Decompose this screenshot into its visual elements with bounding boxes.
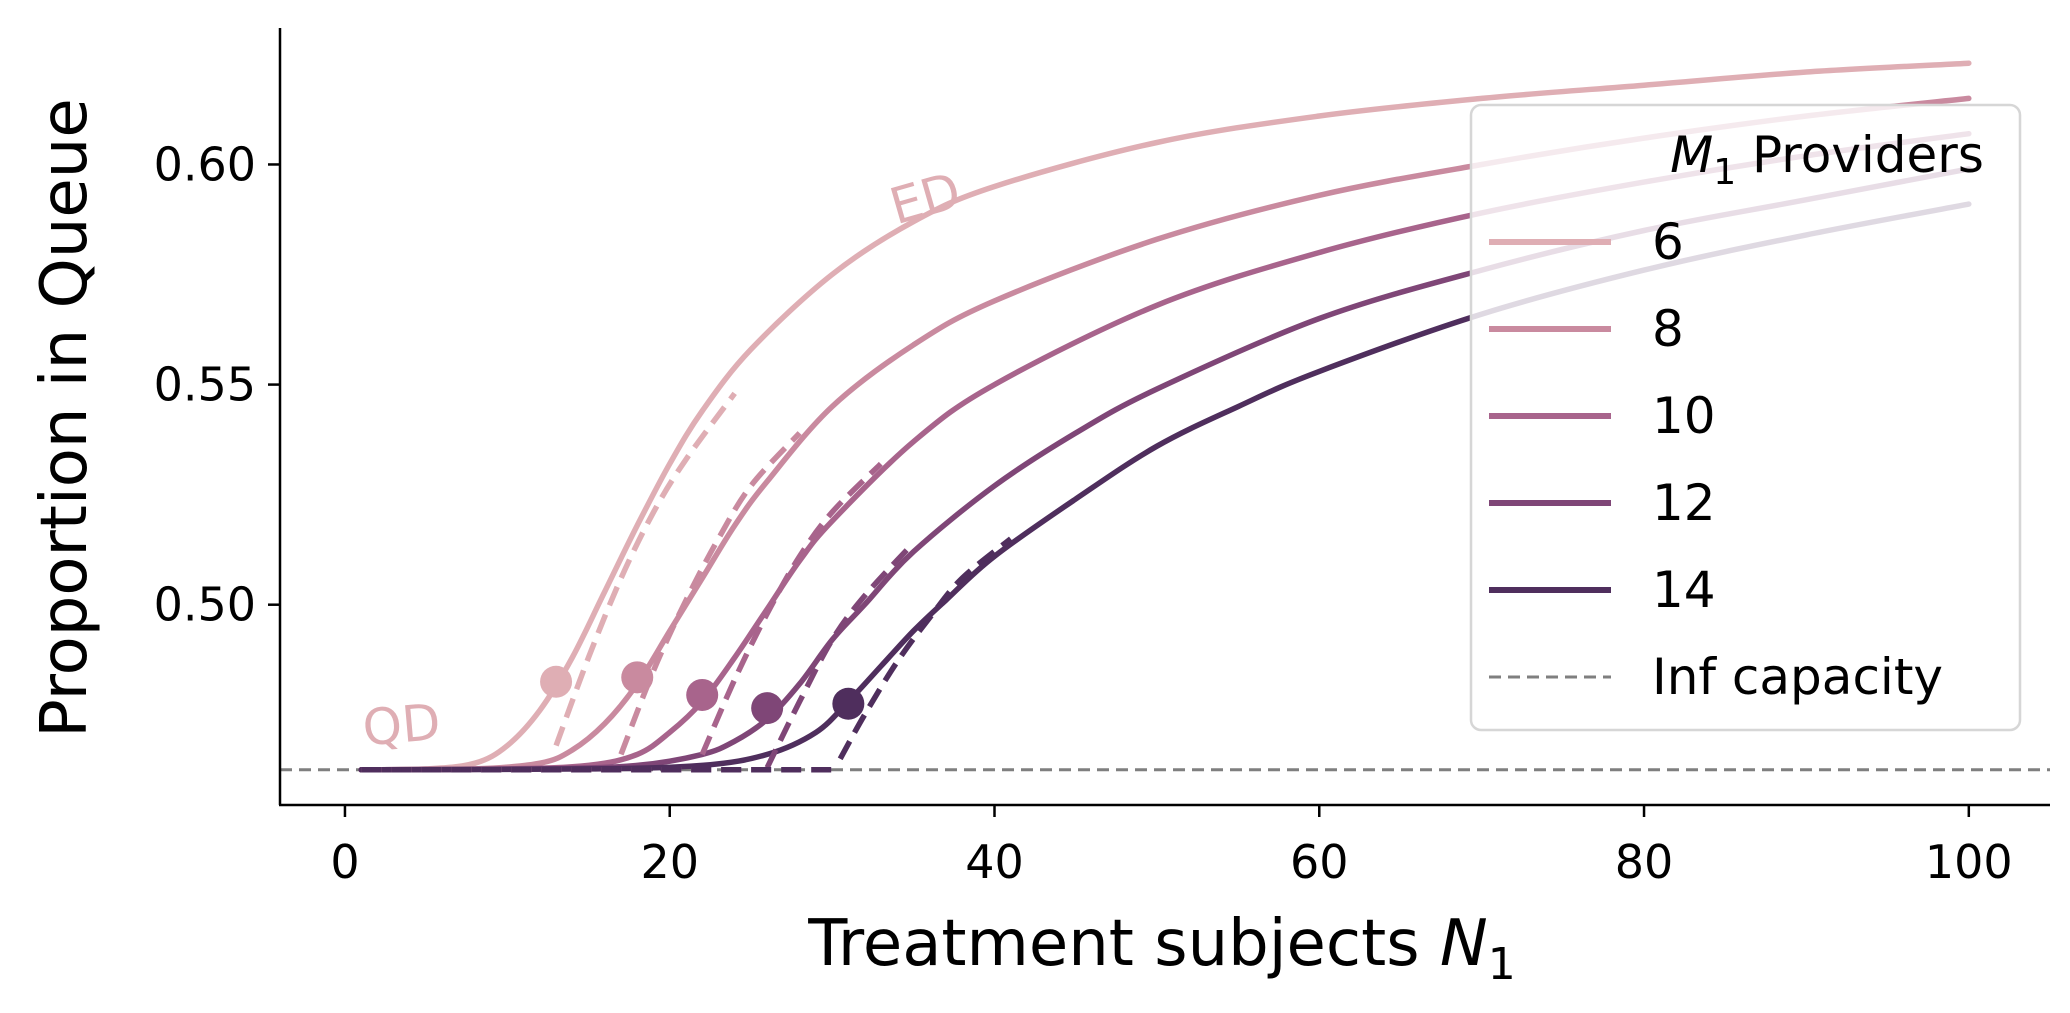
y-tick-label: 0.60 — [154, 137, 256, 191]
axes — [278, 28, 2050, 807]
transition-point-14 — [832, 687, 865, 720]
series-dashed-12 — [764, 541, 916, 769]
x-tick-label: 100 — [1925, 835, 2013, 889]
y-tick-label: 0.55 — [154, 358, 256, 412]
transition-point-6 — [540, 665, 573, 698]
legend: M1 Providers 6 8 10 12 14 Inf capacity — [1469, 103, 2022, 732]
legend-title: M1 Providers — [1670, 126, 1984, 193]
legend-label-12: 12 — [1652, 474, 1716, 532]
legend-entries: 6 8 10 12 14 Inf capacity — [1489, 213, 1943, 706]
transition-point-12 — [751, 692, 784, 725]
x-axis-title: Treatment subjects N1 — [807, 907, 1516, 990]
legend-label-10: 10 — [1652, 387, 1716, 445]
x-tick-label: 20 — [640, 835, 699, 889]
plot-area — [280, 60, 2050, 773]
y-axis-title: Proportion in Queue — [28, 98, 102, 738]
transition-point-10 — [686, 678, 719, 711]
ticks: 0 20 40 60 80 100 0.50 0.55 0.60 — [154, 137, 2013, 889]
legend-label-8: 8 — [1652, 300, 1684, 358]
annotation-ed: ED — [884, 161, 967, 236]
legend-label-inf-capacity: Inf capacity — [1652, 648, 1943, 706]
x-tick-label: 40 — [965, 835, 1024, 889]
series-line-6 — [358, 60, 1972, 773]
annotation-qd: QD — [360, 693, 443, 758]
transition-point-8 — [621, 661, 654, 694]
x-tick-label: 80 — [1615, 835, 1674, 889]
x-tick-label: 60 — [1290, 835, 1349, 889]
series-dashed-10 — [699, 461, 883, 756]
series-dashed-14 — [837, 536, 1013, 761]
x-tick-label: 0 — [330, 835, 359, 889]
series-dashed-6 — [553, 391, 737, 747]
legend-label-6: 6 — [1652, 213, 1684, 271]
y-tick-label: 0.50 — [154, 578, 256, 632]
legend-frame — [1469, 103, 2022, 732]
legend-label-14: 14 — [1652, 561, 1716, 619]
